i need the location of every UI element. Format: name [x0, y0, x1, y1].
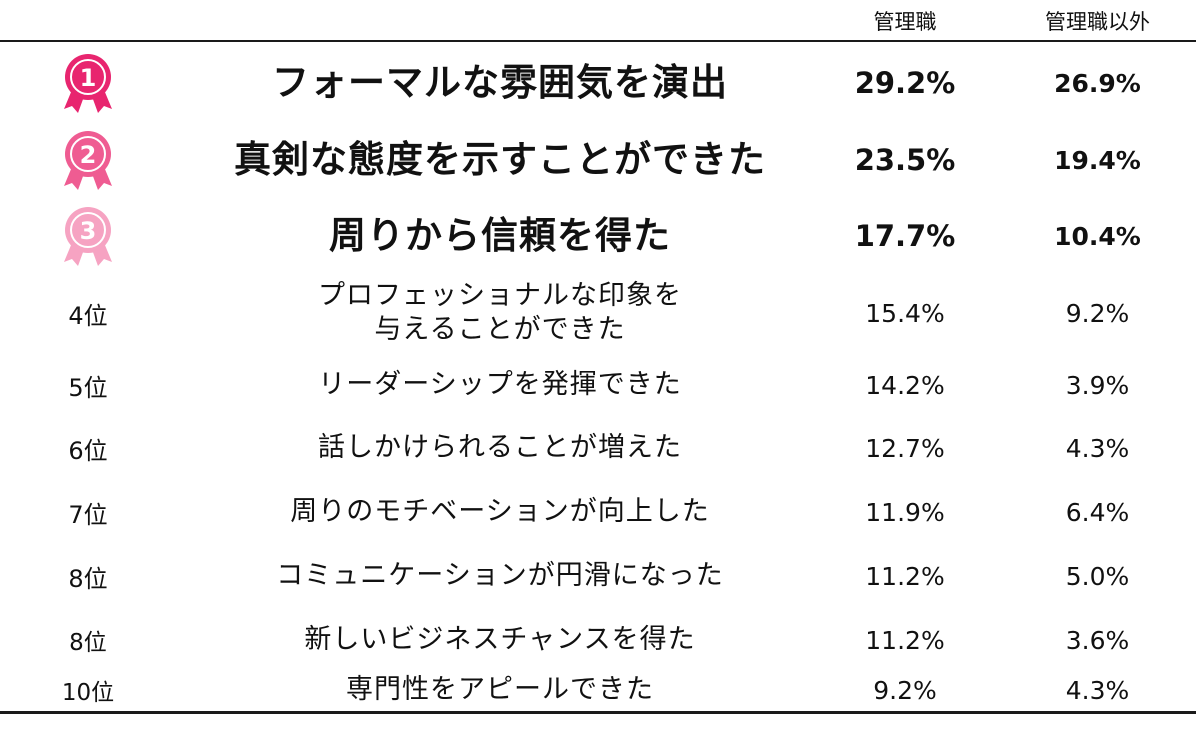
value-non-managers: 4.3% [1065, 433, 1130, 463]
medal-3-icon: 3 [64, 207, 112, 266]
row-label-line-1: プロフェッショナルな印象を [318, 280, 682, 311]
row-label: プロフェッショナルな印象を 与えることができた [200, 276, 800, 350]
table-row: 8位 新しいビジネスチャンスを得た 11.2% 3.6% [0, 609, 1196, 671]
rank-label: 5位 [68, 373, 108, 402]
table-row: 7位 周りのモチベーションが向上した 11.9% 6.4% [0, 481, 1196, 543]
table-row: 1 フォーマルな雰囲気を演出 29.2% 26.9% [0, 44, 1196, 122]
value-managers: 11.2% [865, 561, 945, 591]
rank-label: 6位 [68, 436, 108, 465]
value-managers: 11.9% [865, 497, 945, 527]
table-row: 8位 コミュニケーションが円滑になった 11.2% 5.0% [0, 545, 1196, 607]
value-non-managers: 5.0% [1065, 561, 1130, 591]
row-label: フォーマルな雰囲気を演出 [272, 61, 728, 104]
value-managers: 14.2% [865, 370, 945, 400]
rank-label: 8位 [69, 630, 107, 656]
rank-label: 8位 [68, 564, 108, 593]
table-row: 3 周りから信頼を得た 17.7% 10.4% [0, 198, 1196, 274]
header-rule [0, 40, 1196, 42]
value-managers: 9.2% [873, 675, 937, 705]
row-label: 周りから信頼を得た [329, 214, 671, 257]
rank-label: 4位 [68, 301, 108, 330]
column-header-non-managers: 管理職以外 [1045, 10, 1150, 34]
table-row: 10位 専門性をアピールできた 9.2% 4.3% [0, 668, 1196, 712]
value-managers: 11.2% [865, 625, 945, 655]
medal-1-number: 1 [80, 64, 97, 92]
value-non-managers: 9.2% [1065, 298, 1130, 328]
value-non-managers: 26.9% [1054, 68, 1141, 98]
medal-3-number: 3 [80, 217, 97, 245]
value-managers: 23.5% [854, 143, 956, 177]
value-non-managers: 4.3% [1065, 675, 1130, 705]
value-non-managers: 3.9% [1065, 370, 1130, 400]
value-non-managers: 6.4% [1065, 497, 1130, 527]
rank-1-medal-icon: 1 [20, 44, 156, 122]
value-managers: 17.7% [854, 219, 956, 253]
value-managers: 29.2% [854, 66, 956, 100]
rank-label: 10位 [61, 680, 115, 706]
rank-2-medal-icon: 2 [20, 122, 156, 198]
rank-label: 7位 [68, 500, 108, 529]
table-row: 4位 プロフェッショナルな印象を 与えることができた 15.4% 9.2% [0, 276, 1196, 350]
medal-2-icon: 2 [64, 131, 112, 190]
value-non-managers: 10.4% [1054, 221, 1141, 251]
value-managers: 15.4% [865, 298, 945, 328]
value-managers: 12.7% [865, 433, 945, 463]
row-label: 専門性をアピールできた [346, 674, 654, 705]
medal-1-icon: 1 [64, 54, 112, 113]
table-row: 6位 話しかけられることが増えた 12.7% 4.3% [0, 417, 1196, 479]
row-label: 真剣な態度を示すことができた [234, 138, 766, 181]
footer-rule [0, 711, 1196, 714]
value-non-managers: 3.6% [1065, 625, 1130, 655]
rank-3-medal-icon: 3 [20, 198, 156, 274]
column-header-managers: 管理職 [873, 10, 937, 34]
row-label: 周りのモチベーションが向上した [290, 496, 710, 527]
row-label-line-2: 与えることができた [374, 314, 626, 345]
row-label: 話しかけられることが増えた [318, 432, 682, 463]
row-label: コミュニケーションが円滑になった [276, 560, 724, 591]
value-non-managers: 19.4% [1054, 145, 1141, 175]
row-label: リーダーシップを発揮できた [318, 369, 682, 400]
table-row: 5位 リーダーシップを発揮できた 14.2% 3.9% [0, 354, 1196, 416]
table-row: 2 真剣な態度を示すことができた 23.5% 19.4% [0, 122, 1196, 198]
medal-2-number: 2 [80, 141, 97, 169]
row-label: 新しいビジネスチャンスを得た [304, 624, 696, 655]
